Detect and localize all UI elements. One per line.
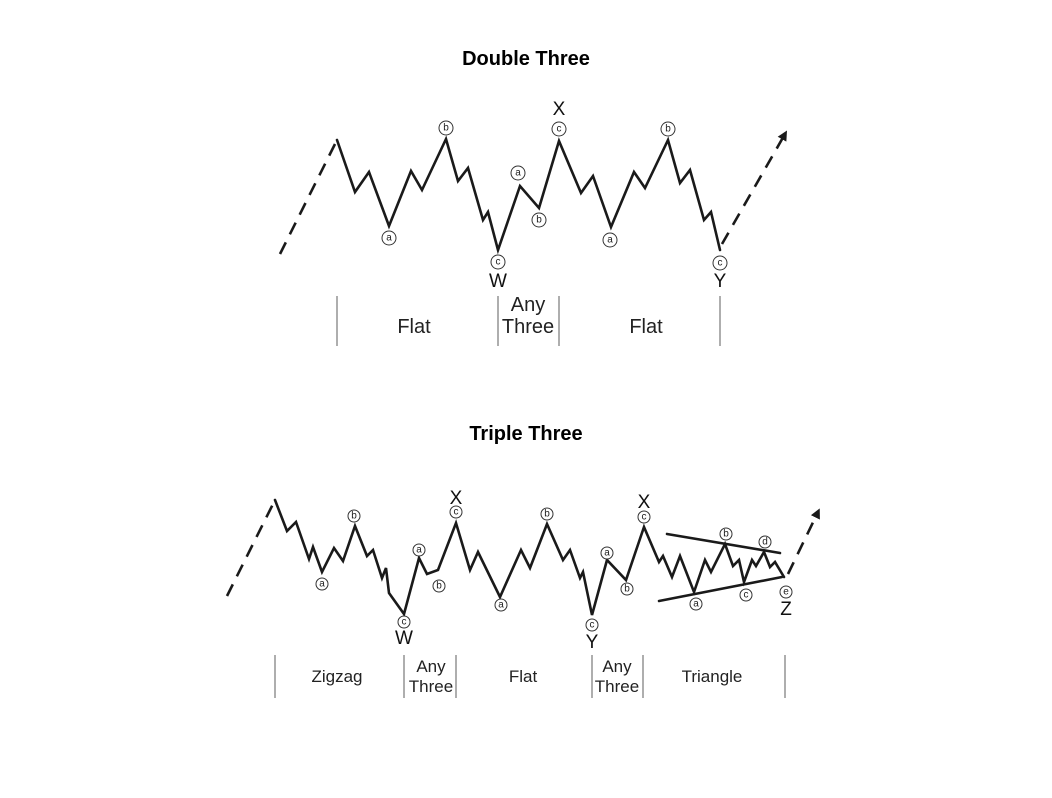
wave-label-x: X [638,492,651,513]
wave-label-x: X [450,488,463,509]
triple-three-lead-in-dash [225,499,277,597]
wave-label-c: c [585,618,599,632]
svg-text:a: a [498,600,504,611]
wave-label-a: a [381,230,397,246]
segment-any-three-line1: Any [511,294,545,316]
wave-label-b: b [438,120,454,136]
double-three-title: Double Three [462,48,590,70]
svg-text:b: b [351,511,357,522]
svg-text:c: c [557,124,562,135]
wave-label-y: Y [586,632,599,653]
svg-text:a: a [319,579,325,590]
svg-text:c: c [744,590,749,601]
segment-flat: Flat [629,316,663,338]
wave-label-c: c [739,588,753,602]
svg-text:b: b [544,509,550,520]
segment-flat: Flat [509,667,538,686]
wave-label-b: b [347,509,361,523]
triangle-lower-trendline [657,575,784,603]
svg-text:a: a [607,235,613,246]
wave-label-x: X [553,99,566,120]
svg-text:c: c [718,258,723,269]
svg-text:b: b [436,581,442,592]
wave-label-b: b [531,212,547,228]
svg-text:e: e [783,587,789,598]
svg-text:b: b [665,124,671,135]
double-three-lead-in-dash [278,139,339,255]
svg-text:c: c [454,507,459,518]
triple-three-continuation-arrow [786,508,820,575]
wave-label-c: c [637,510,651,524]
wave-label-d: d [758,535,772,549]
segment-any-three-line2: Three [595,677,639,696]
triple-three-wave [273,498,786,617]
wave-label-b: b [719,527,733,541]
svg-text:a: a [416,545,422,556]
segment-any-three-line1: Any [602,657,632,676]
triangle-upper-trendline [665,532,782,555]
wave-label-a: a [494,598,508,612]
wave-label-e: e [779,585,793,599]
svg-text:b: b [536,215,542,226]
svg-text:d: d [762,537,768,548]
wave-label-y: Y [714,271,727,292]
segment-triangle: Triangle [682,667,743,686]
svg-text:c: c [402,617,407,628]
wave-label-w: W [489,271,507,292]
wave-label-c: c [490,254,506,270]
segment-zigzag: Zigzag [311,667,362,686]
svg-text:a: a [693,599,699,610]
double-three-wave [335,135,722,255]
svg-text:a: a [515,168,521,179]
svg-text:b: b [723,529,729,540]
svg-text:a: a [386,233,392,244]
svg-text:c: c [642,512,647,523]
wave-label-c: c [397,615,411,629]
wave-label-a: a [510,165,526,181]
wave-label-c: c [551,121,567,137]
wave-label-z: Z [780,599,792,620]
triple-three-section: Triple Three a b c a b c a b c a b c a b… [225,423,820,698]
wave-label-a: a [600,546,614,560]
wave-label-b: b [620,582,634,596]
svg-text:a: a [604,548,610,559]
segment-any-three-line2: Three [502,316,554,338]
wave-label-b: b [540,507,554,521]
double-three-section: Double Three a b c a b c a b c W X Y Fla… [278,48,787,346]
wave-label-a: a [412,543,426,557]
wave-label-c: c [449,505,463,519]
svg-text:c: c [590,620,595,631]
wave-label-c: c [712,255,728,271]
triple-three-title: Triple Three [469,423,582,445]
wave-label-b: b [432,579,446,593]
wave-label-a: a [689,597,703,611]
segment-any-three-line2: Three [409,677,453,696]
double-three-continuation-arrow [720,130,787,245]
svg-text:b: b [443,123,449,134]
wave-label-b: b [660,121,676,137]
wave-label-a: a [315,577,329,591]
svg-text:b: b [624,584,630,595]
segment-flat: Flat [397,316,431,338]
svg-text:c: c [496,257,501,268]
wave-label-a: a [602,232,618,248]
wave-label-w: W [395,628,413,649]
segment-any-three-line1: Any [416,657,446,676]
